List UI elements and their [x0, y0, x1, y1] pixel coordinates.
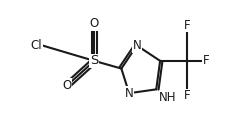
Text: F: F — [184, 19, 190, 32]
Text: Cl: Cl — [31, 39, 42, 52]
Text: F: F — [184, 89, 190, 102]
Text: F: F — [203, 54, 209, 67]
Text: N: N — [125, 87, 133, 100]
Text: NH: NH — [159, 91, 177, 104]
Text: O: O — [62, 79, 72, 92]
Text: S: S — [90, 54, 99, 67]
Text: O: O — [90, 17, 99, 30]
Text: N: N — [133, 39, 141, 52]
